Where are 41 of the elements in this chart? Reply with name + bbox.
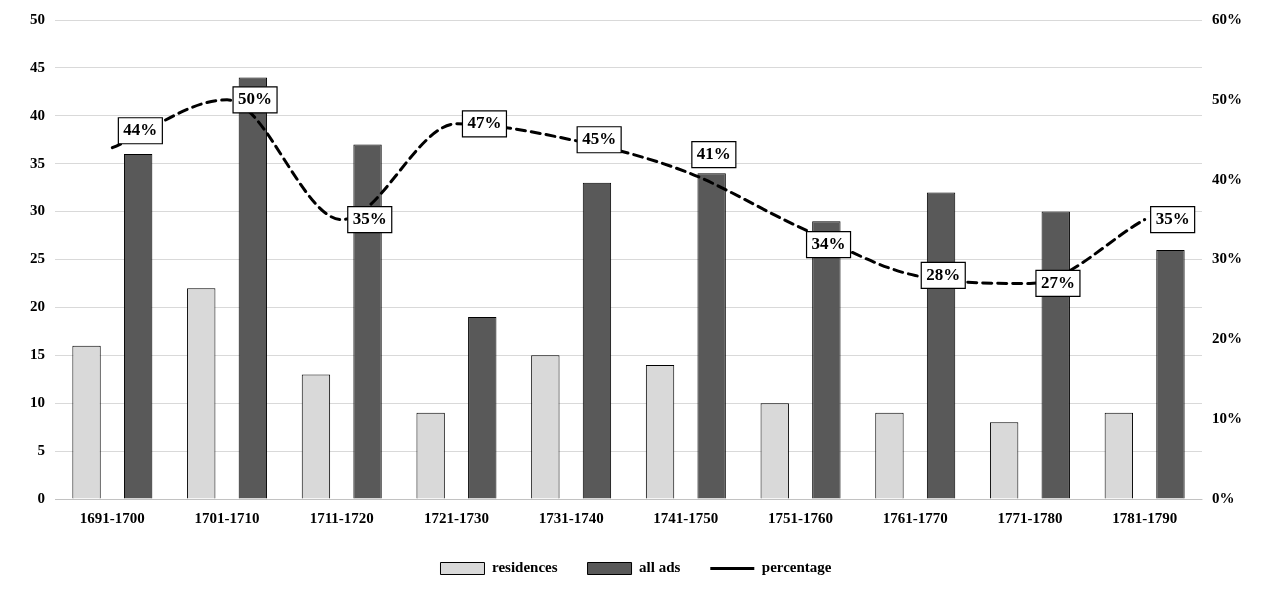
x-tick-label: 1761-1770 xyxy=(882,509,948,526)
y-tick-label: 0 xyxy=(37,489,45,506)
legend-label: residences xyxy=(492,559,558,576)
data-label: 41% xyxy=(696,144,731,164)
data-label: 34% xyxy=(811,233,846,253)
y-tick-label: 20 xyxy=(30,298,45,315)
y2-tick-label: 50% xyxy=(1212,90,1242,107)
y-tick-label: 40 xyxy=(30,106,45,123)
x-tick-label: 1771-1780 xyxy=(997,509,1063,526)
y-tick-label: 15 xyxy=(30,346,45,363)
y-tick-label: 5 xyxy=(37,441,45,458)
x-tick-label: 1711-1720 xyxy=(309,509,374,526)
legend-label: percentage xyxy=(761,559,832,576)
x-tick-label: 1781-1790 xyxy=(1112,509,1178,526)
y-tick-label: 25 xyxy=(30,250,45,267)
x-tick-label: 1721-1730 xyxy=(423,509,489,526)
y-tick-label: 10 xyxy=(30,394,45,411)
y2-tick-label: 0% xyxy=(1212,489,1235,506)
y2-tick-label: 60% xyxy=(1212,10,1242,27)
data-label: 50% xyxy=(238,89,273,109)
y-tick-label: 30 xyxy=(30,202,45,219)
data-label: 27% xyxy=(1040,272,1075,292)
legend-label: all ads xyxy=(639,559,681,576)
y-tick-label: 50 xyxy=(30,10,45,27)
data-label: 35% xyxy=(1155,208,1190,228)
x-tick-label: 1751-1760 xyxy=(768,509,834,526)
y2-tick-label: 40% xyxy=(1212,170,1242,187)
x-tick-label: 1701-1710 xyxy=(194,509,260,526)
data-label: 47% xyxy=(467,113,502,133)
data-label: 44% xyxy=(123,120,158,140)
x-tick-label: 1731-1740 xyxy=(538,509,604,526)
x-tick-label: 1741-1750 xyxy=(653,509,719,526)
y-tick-label: 35 xyxy=(30,154,45,171)
data-label: 28% xyxy=(926,264,961,284)
y2-tick-label: 30% xyxy=(1212,250,1242,267)
x-tick-label: 1691-1700 xyxy=(79,509,145,526)
data-label: 45% xyxy=(582,129,617,149)
y-tick-label: 45 xyxy=(30,58,45,75)
data-label: 35% xyxy=(352,208,387,228)
y2-tick-label: 10% xyxy=(1212,410,1242,427)
y2-tick-label: 20% xyxy=(1212,330,1242,347)
